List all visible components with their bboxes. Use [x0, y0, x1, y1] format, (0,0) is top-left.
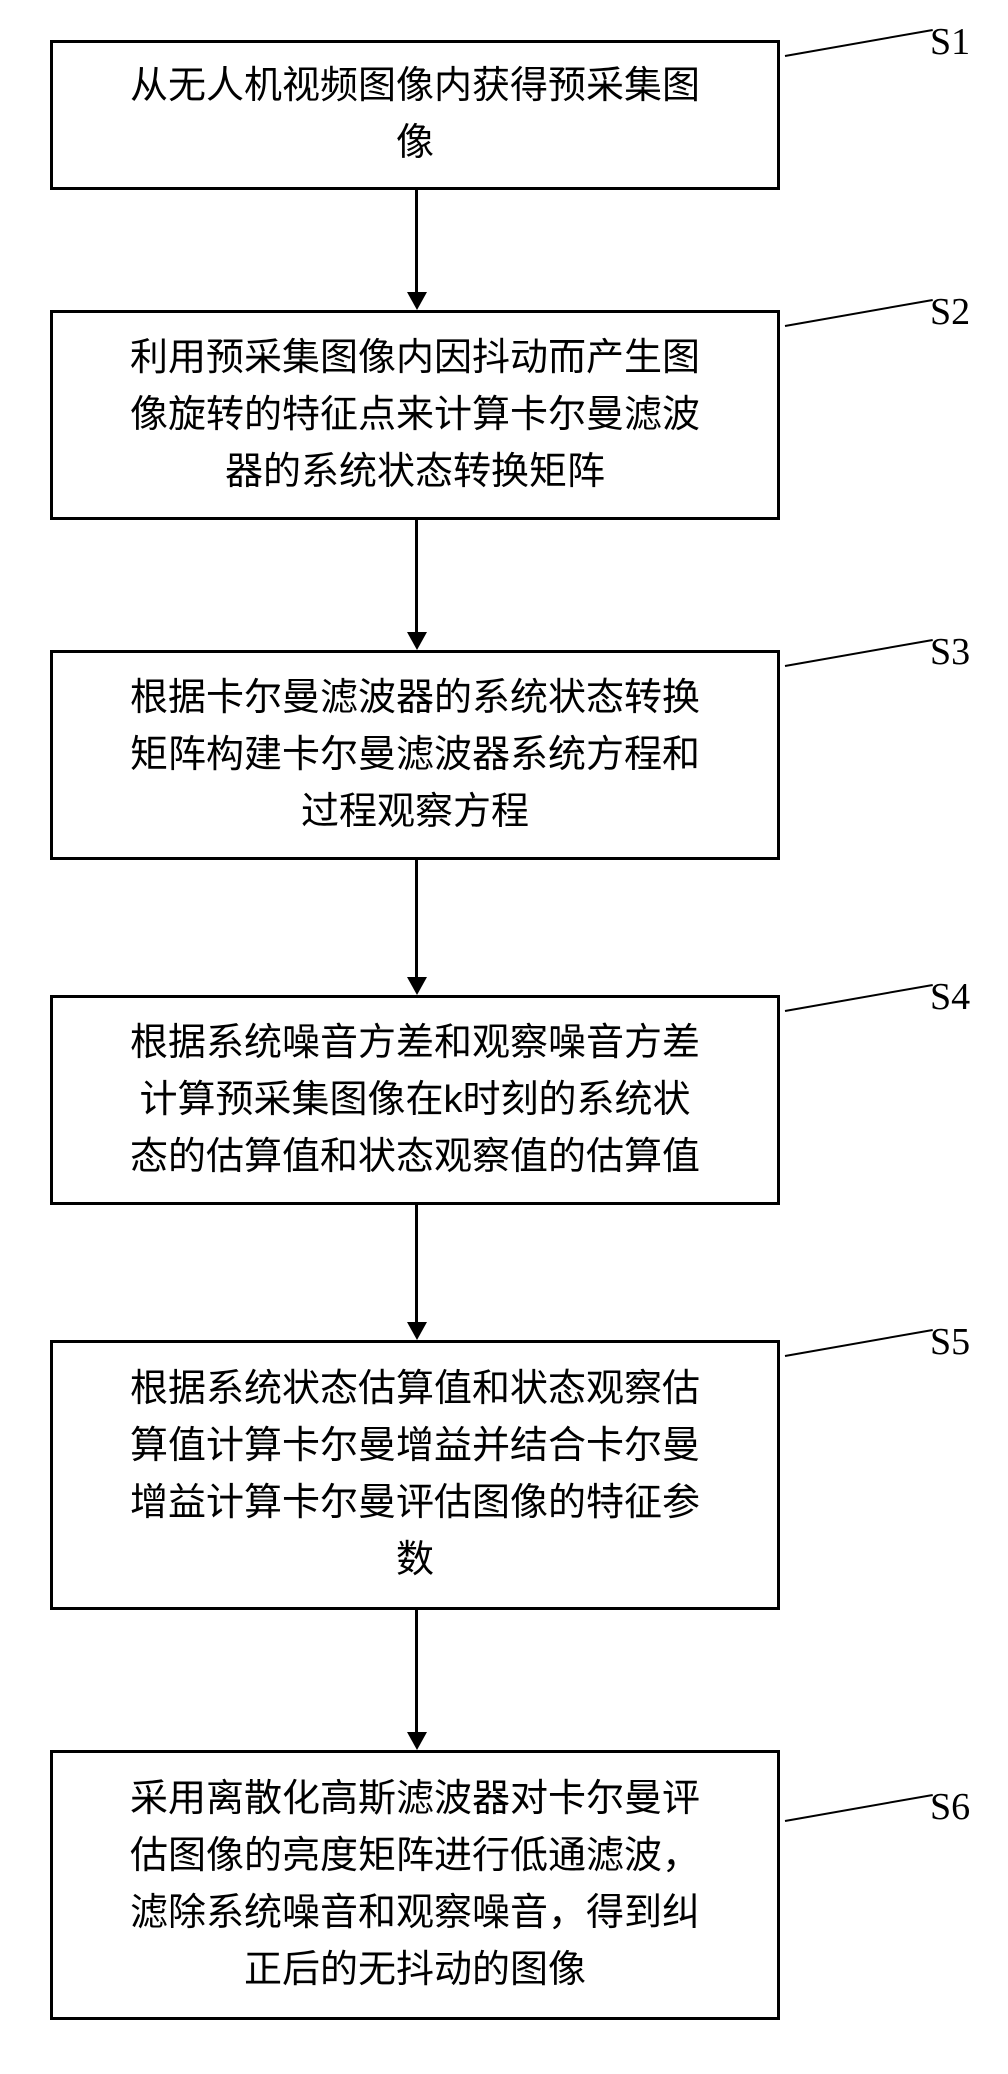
- flowchart-arrow-head: [407, 1732, 427, 1750]
- flowchart-step-label: S4: [930, 975, 970, 1019]
- label-connector-line: [785, 29, 933, 57]
- label-connector-line: [785, 984, 933, 1012]
- flowchart-step-label: S5: [930, 1320, 970, 1364]
- flowchart-node-n5: 根据系统状态估算值和状态观察估 算值计算卡尔曼增益并结合卡尔曼 增益计算卡尔曼评…: [50, 1340, 780, 1610]
- flowchart-arrow-line: [415, 520, 418, 632]
- flowchart-node-n3: 根据卡尔曼滤波器的系统状态转换 矩阵构建卡尔曼滤波器系统方程和 过程观察方程: [50, 650, 780, 860]
- flowchart-arrow-head: [407, 292, 427, 310]
- flowchart-node-text: 根据系统噪音方差和观察噪音方差 计算预采集图像在k时刻的系统状 态的估算值和状态…: [130, 1015, 700, 1186]
- flowchart-step-label: S1: [930, 20, 970, 64]
- flowchart-arrow-head: [407, 632, 427, 650]
- flowchart-step-label: S2: [930, 290, 970, 334]
- flowchart-arrow-line: [415, 860, 418, 977]
- label-connector-line: [785, 1329, 933, 1357]
- flowchart-arrow-head: [407, 1322, 427, 1340]
- flowchart-node-text: 根据卡尔曼滤波器的系统状态转换 矩阵构建卡尔曼滤波器系统方程和 过程观察方程: [130, 670, 700, 841]
- flowchart-step-label: S6: [930, 1785, 970, 1829]
- flowchart-node-n6: 采用离散化高斯滤波器对卡尔曼评 估图像的亮度矩阵进行低通滤波， 滤除系统噪音和观…: [50, 1750, 780, 2020]
- flowchart-node-text: 从无人机视频图像内获得预采集图 像: [130, 58, 700, 172]
- flowchart-node-n4: 根据系统噪音方差和观察噪音方差 计算预采集图像在k时刻的系统状 态的估算值和状态…: [50, 995, 780, 1205]
- flowchart-node-n2: 利用预采集图像内因抖动而产生图 像旋转的特征点来计算卡尔曼滤波 器的系统状态转换…: [50, 310, 780, 520]
- flowchart-node-text: 采用离散化高斯滤波器对卡尔曼评 估图像的亮度矩阵进行低通滤波， 滤除系统噪音和观…: [130, 1771, 700, 1999]
- flowchart-node-text: 根据系统状态估算值和状态观察估 算值计算卡尔曼增益并结合卡尔曼 增益计算卡尔曼评…: [130, 1361, 700, 1589]
- flowchart-node-text: 利用预采集图像内因抖动而产生图 像旋转的特征点来计算卡尔曼滤波 器的系统状态转换…: [130, 330, 700, 501]
- flowchart-arrow-head: [407, 977, 427, 995]
- label-connector-line: [785, 1794, 933, 1822]
- flowchart-arrow-line: [415, 1610, 418, 1732]
- flowchart-arrow-line: [415, 190, 418, 292]
- label-connector-line: [785, 639, 933, 667]
- flowchart-node-n1: 从无人机视频图像内获得预采集图 像: [50, 40, 780, 190]
- label-connector-line: [785, 299, 933, 327]
- flowchart-arrow-line: [415, 1205, 418, 1322]
- flowchart-step-label: S3: [930, 630, 970, 674]
